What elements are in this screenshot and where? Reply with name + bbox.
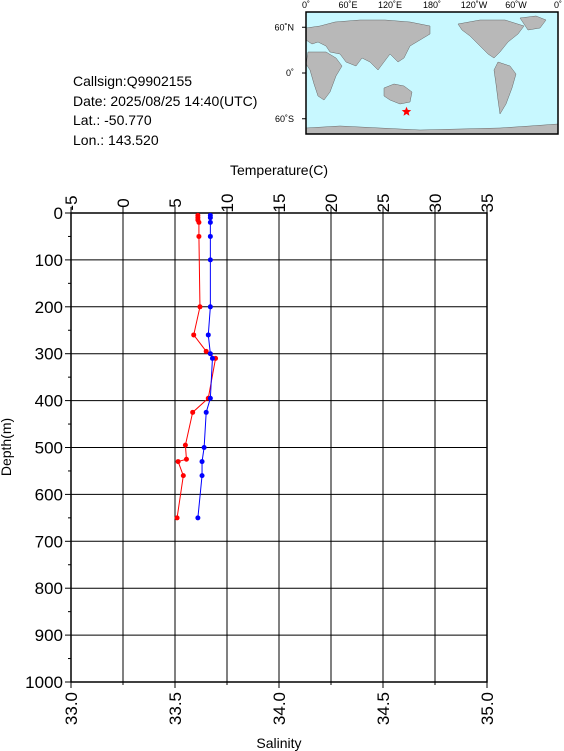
data-point	[209, 355, 215, 361]
top-tick-label: 0	[114, 198, 133, 207]
salinity-series	[195, 212, 215, 521]
callsign-text: Callsign:Q9902155	[73, 73, 193, 89]
data-point	[196, 233, 202, 239]
bottom-tick-label: 34.0	[270, 692, 289, 725]
data-point	[191, 332, 197, 338]
data-point	[207, 233, 213, 239]
data-point	[207, 215, 213, 221]
data-point	[207, 395, 213, 401]
map-lon-label: 0˚	[302, 0, 310, 10]
map-lon-label: 0˚	[554, 0, 562, 10]
star-icon	[401, 106, 412, 116]
data-point	[190, 409, 196, 415]
date-text: Date: 2025/08/25 14:40(UTC)	[73, 92, 258, 109]
data-point	[203, 409, 209, 415]
map-lat-labels: 60˚N 0˚ 60˚S	[274, 22, 306, 124]
data-point	[195, 515, 201, 521]
top-tick-labels: -5 0 5 10 15 20 25 30 35	[62, 194, 497, 213]
profile-info: Callsign:Q9902155 Date: 2025/08/25 14:40…	[73, 72, 257, 150]
top-axis-title: Temperature(C)	[230, 162, 328, 178]
data-point	[207, 304, 213, 310]
data-point	[183, 456, 189, 462]
bottom-axis-title: Salinity	[256, 735, 301, 751]
y-axis-title: Depth(m)	[0, 418, 14, 476]
grid-lines	[71, 213, 487, 682]
data-point	[199, 459, 205, 465]
map-lon-label: 60˚E	[338, 0, 357, 10]
data-point	[175, 459, 181, 465]
location-map: 0˚ 60˚E 120˚E 180˚ 120˚W 60˚W 0˚ 60˚N 0˚ 60˚S	[274, 0, 562, 135]
data-point	[203, 348, 209, 354]
plot-frame	[70, 212, 488, 683]
minor-ticks	[65, 207, 488, 688]
bottom-tick-label: 33.5	[166, 692, 185, 725]
data-point	[182, 442, 188, 448]
y-tick-label: 1000	[25, 673, 63, 692]
data-point	[196, 219, 202, 225]
lat-text: Lat.: -50.770	[73, 112, 152, 128]
y-tick-labels: 0 100 200 300 400 500 600 700 800 900 1000	[25, 204, 63, 692]
y-tick-label: 600	[35, 485, 63, 504]
y-tick-label: 300	[35, 345, 63, 364]
bottom-tick-label: 33.0	[62, 692, 81, 725]
map-lat-label: 60˚S	[275, 114, 294, 124]
top-tick-label: 35	[478, 194, 497, 213]
data-point	[180, 473, 186, 479]
location-star	[401, 106, 412, 116]
y-tick-label: 800	[35, 579, 63, 598]
top-tick-label: 10	[218, 194, 237, 213]
top-tick-label: -5	[62, 195, 81, 210]
data-point	[199, 473, 205, 479]
top-tick-label: 25	[374, 194, 393, 213]
map-lon-labels: 0˚ 60˚E 120˚E 180˚ 120˚W 60˚W 0˚	[302, 0, 562, 10]
lon-text: Lon.: 143.520	[73, 131, 159, 148]
top-tick-label: 20	[322, 194, 341, 213]
y-tick-label: 700	[35, 532, 63, 551]
map-lon-label: 180˚	[423, 0, 441, 10]
y-tick-label: 400	[35, 392, 63, 411]
y-tick-label: 900	[35, 626, 63, 645]
series-layer	[174, 212, 219, 521]
y-tick-label: 0	[54, 204, 63, 223]
top-tick-label: 15	[270, 194, 289, 213]
map-lat-label: 0˚	[286, 68, 294, 78]
bottom-tick-labels: 33.0 33.5 34.0 34.5 35.0	[62, 692, 497, 725]
bottom-tick-label: 35.0	[478, 692, 497, 725]
data-point	[207, 257, 213, 263]
data-point	[207, 219, 213, 225]
y-tick-label: 200	[35, 298, 63, 317]
map-lon-label: 60˚W	[505, 0, 527, 10]
map-land	[305, 15, 559, 135]
data-point	[174, 515, 180, 521]
data-point	[201, 445, 207, 450]
bottom-tick-label: 34.5	[374, 692, 393, 725]
data-point	[205, 332, 211, 338]
map-lat-label: 60˚N	[274, 22, 294, 32]
data-point	[207, 351, 213, 357]
map-lon-label: 120˚W	[461, 0, 488, 10]
y-tick-label: 100	[35, 251, 63, 270]
top-tick-label: 5	[166, 198, 185, 207]
y-tick-label: 500	[35, 439, 63, 458]
top-tick-label: 30	[426, 194, 445, 213]
map-lon-label: 120˚E	[378, 0, 402, 10]
data-point	[197, 304, 203, 310]
